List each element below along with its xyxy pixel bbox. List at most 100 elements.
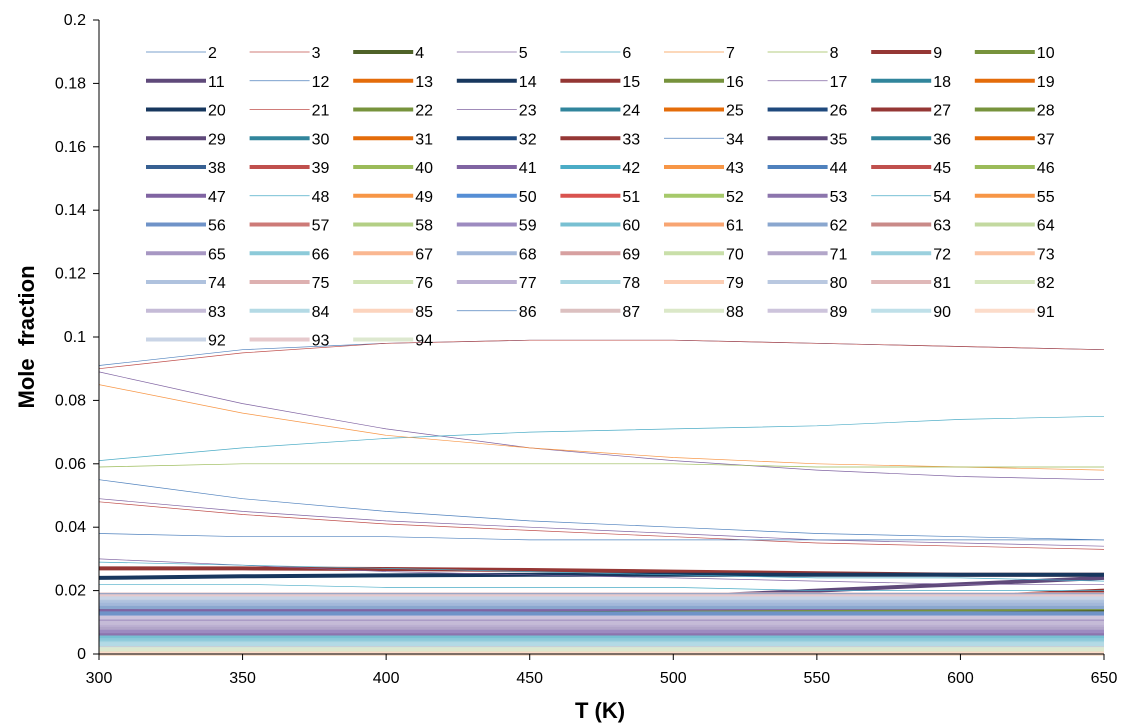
legend-label-80: 80 [830,275,848,292]
series-line-14 [98,572,1104,580]
legend-label-4: 4 [415,45,424,62]
legend-label-20: 20 [208,103,226,120]
legend-label-94: 94 [415,333,433,350]
legend-label-27: 27 [933,103,951,120]
legend-label-34: 34 [726,131,744,148]
y-tick-label: 0 [77,646,86,663]
series-line-21 [98,501,1105,550]
y-tick-label: 0.08 [55,392,86,409]
legend-label-89: 89 [830,304,848,321]
legend-label-63: 63 [933,218,951,235]
legend-label-13: 13 [415,74,433,91]
legend-label-50: 50 [519,189,537,206]
legend-label-56: 56 [208,218,226,235]
y-tick-label: 0.12 [55,266,86,283]
legend-label-82: 82 [1037,275,1055,292]
legend-label-38: 38 [208,160,226,177]
legend-label-74: 74 [208,275,226,292]
legend-label-90: 90 [933,304,951,321]
legend-label-91: 91 [1037,304,1055,321]
legend-label-72: 72 [933,246,951,263]
series-line-23 [98,558,1104,585]
legend-label-24: 24 [622,103,640,120]
legend-label-86: 86 [519,304,537,321]
legend-label-68: 68 [519,246,537,263]
legend-label-21: 21 [312,103,330,120]
axes-layer: 0 0.02 0.04 0.06 0.08 0.1 0.12 0.14 0.16 0.18 0.2 3… [55,12,1118,687]
legend-label-31: 31 [415,131,433,148]
legend-label-48: 48 [312,189,330,206]
legend-label-76: 76 [415,275,433,292]
legend-label-45: 45 [933,160,951,177]
legend-label-49: 49 [415,189,433,206]
legend-label-39: 39 [312,160,330,177]
legend-label-19: 19 [1037,74,1055,91]
legend-label-93: 93 [312,333,330,350]
legend-label-70: 70 [726,246,744,263]
legend-label-36: 36 [933,131,951,148]
legend-label-66: 66 [312,246,330,263]
x-tick-label: 300 [86,670,113,687]
legend-label-53: 53 [830,189,848,206]
legend-label-65: 65 [208,246,226,263]
legend-label-75: 75 [312,275,330,292]
legend-label-67: 67 [415,246,433,263]
x-tick-label: 400 [373,670,400,687]
legend-label-7: 7 [726,45,735,62]
legend-label-14: 14 [519,74,537,91]
legend-label-12: 12 [312,74,330,91]
x-axis-title: T (K) [575,698,625,723]
series-layer [98,339,1105,656]
series-line-7 [98,384,1105,471]
legend-label-22: 22 [415,103,433,120]
legend-label-35: 35 [830,131,848,148]
legend-label-5: 5 [519,45,528,62]
legend-label-25: 25 [726,103,744,120]
legend-label-30: 30 [312,131,330,148]
series-line-8 [98,463,1104,468]
legend-label-71: 71 [830,246,848,263]
y-tick-label: 0.04 [55,519,86,536]
legend-label-37: 37 [1037,131,1055,148]
series-line-6 [98,415,1105,461]
legend-label-11: 11 [208,74,225,91]
legend-label-16: 16 [726,74,744,91]
legend-label-9: 9 [933,45,942,62]
legend-label-92: 92 [208,333,226,350]
legend-label-23: 23 [519,103,537,120]
legend-label-3: 3 [312,45,321,62]
legend-label-87: 87 [622,304,640,321]
legend-label-26: 26 [830,103,848,120]
y-tick-label: 0.2 [64,12,86,29]
series-line-5 [98,371,1105,481]
legend-label-15: 15 [622,74,640,91]
y-tick-label: 0.18 [55,75,86,92]
legend-label-52: 52 [726,189,744,206]
legend-label-79: 79 [726,275,744,292]
legend-label-83: 83 [208,304,226,321]
x-tick-label: 600 [947,670,974,687]
series-line-3 [98,339,1105,370]
legend-label-88: 88 [726,304,744,321]
y-tick-label: 0.06 [55,456,86,473]
series-line-48 [98,561,1105,582]
series-line-12 [98,479,1105,541]
legend-label-62: 62 [830,218,848,235]
legend-label-60: 60 [622,218,640,235]
y-tick-label: 0.1 [64,329,86,346]
series-line-54 [99,583,1104,591]
legend-label-43: 43 [726,160,744,177]
x-tick-label: 450 [516,670,543,687]
legend-label-33: 33 [622,131,640,148]
y-tick-label: 0.02 [55,583,86,600]
legend-label-59: 59 [519,218,537,235]
legend-label-2: 2 [208,45,217,62]
legend-label-17: 17 [830,74,848,91]
x-tick-label: 550 [804,670,831,687]
legend-label-69: 69 [622,246,640,263]
legend-label-54: 54 [933,189,951,206]
legend-label-81: 81 [933,275,951,292]
legend-label-64: 64 [1037,218,1055,235]
